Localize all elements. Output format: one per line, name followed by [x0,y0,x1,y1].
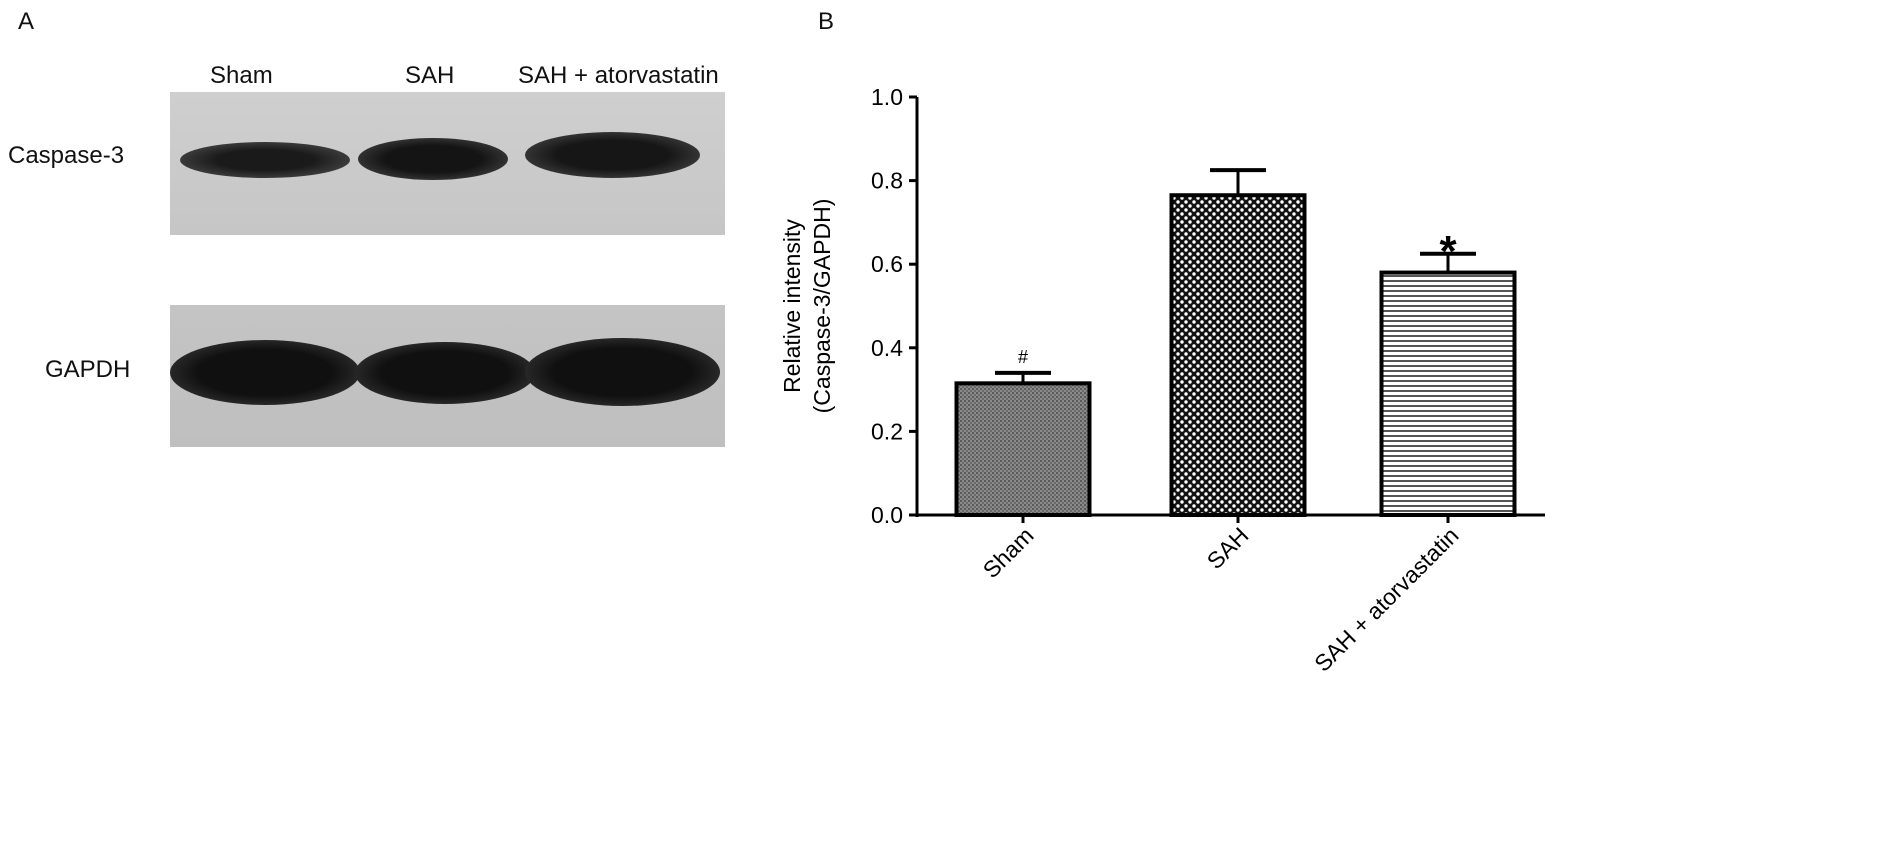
y-tick-label: 0.2 [871,418,903,444]
caspase3-band-sham [180,142,350,178]
panel-a-label: A [18,8,35,35]
y-tick-label: 1.0 [871,84,903,110]
gapdh-band-sah [355,342,535,404]
gapdh-band-sham [170,340,360,405]
row-label-gapdh: GAPDH [45,356,131,383]
x-tick-label: SAH [1202,522,1254,574]
bar-sah-atorvastatin [1379,270,1517,517]
bar-sah [1169,193,1307,517]
caspase3-band-sah [358,138,508,180]
significance-marker: * [1439,227,1457,276]
lane-label-sah: SAH [405,62,455,89]
panel-b-label: B [818,8,835,35]
lane-label-sah-atorvastatin: SAH + atorvastatin [518,62,719,89]
caspase3-blot [170,92,725,235]
significance-marker: # [1018,347,1028,367]
gapdh-blot [170,305,725,447]
gapdh-band-sah-atorvastatin [525,338,720,406]
bar-sham [954,381,1092,517]
bars: #* [954,168,1517,517]
lane-label-sham: Sham [210,62,273,89]
caspase3-band-sah-atorvastatin [525,132,700,178]
y-tick-label: 0.8 [871,168,903,194]
y-tick-label: 0.6 [871,251,903,277]
y-tick-label: 0.0 [871,502,903,528]
y-axis-label-line2: (Caspase-3/GAPDH) [809,199,835,414]
x-tick-label: SAH + atorvastatin [1309,522,1463,676]
y-tick-label: 0.4 [871,335,903,361]
y-axis-label-line1: Relative intensity [779,219,805,393]
x-tick-label: Sham [978,522,1039,583]
row-label-caspase3: Caspase-3 [8,142,125,169]
